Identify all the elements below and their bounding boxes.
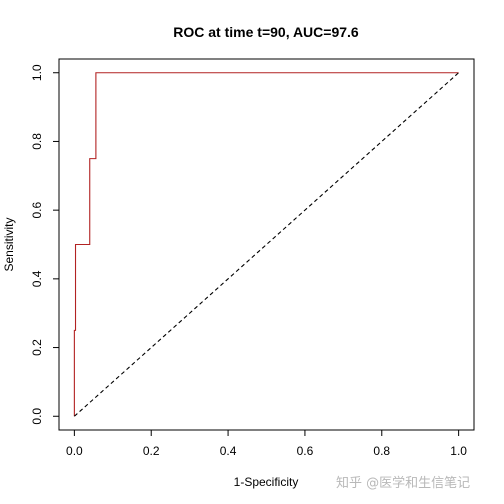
x-tick-label: 0.2 bbox=[143, 444, 160, 458]
y-tick-label: 0.0 bbox=[30, 408, 44, 425]
roc-curve-line bbox=[73, 72, 459, 417]
y-tick-label: 0.6 bbox=[30, 201, 44, 218]
y-axis-label: Sensitivity bbox=[2, 217, 16, 271]
x-tick-label: 0.8 bbox=[373, 444, 390, 458]
x-tick-label: 1.0 bbox=[450, 444, 467, 458]
y-tick-label: 0.4 bbox=[30, 270, 44, 287]
y-tick-label: 1.0 bbox=[30, 64, 44, 81]
y-tick-label: 0.8 bbox=[30, 133, 44, 150]
chart-title: ROC at time t=90, AUC=97.6 bbox=[173, 24, 359, 40]
x-tick-label: 0.4 bbox=[220, 444, 237, 458]
x-tick-label: 0.0 bbox=[66, 444, 83, 458]
y-axis: 0.0 0.2 0.4 0.6 0.8 1.0 bbox=[30, 64, 60, 425]
y-tick-label: 0.2 bbox=[30, 339, 44, 356]
reference-diagonal-line bbox=[74, 72, 459, 417]
x-axis: 0.0 0.2 0.4 0.6 0.8 1.0 bbox=[66, 429, 467, 458]
x-tick-label: 0.6 bbox=[297, 444, 314, 458]
plot-marks bbox=[73, 72, 459, 417]
watermark-text: 知乎 @医学和生信笔记 bbox=[336, 476, 471, 491]
x-axis-label: 1-Specificity bbox=[234, 475, 299, 489]
